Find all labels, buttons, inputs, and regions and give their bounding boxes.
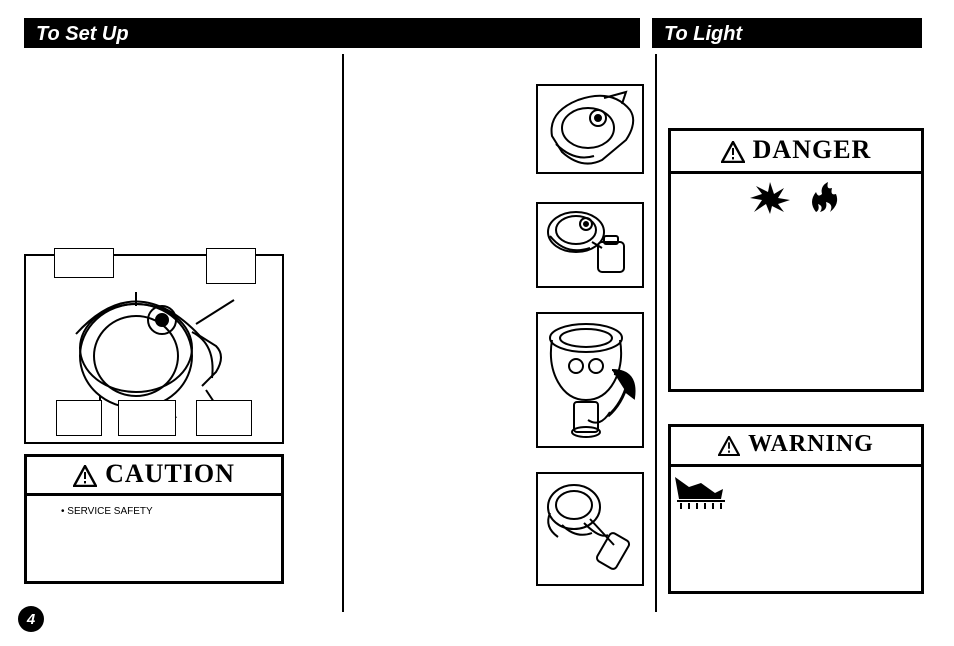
- warning-icons: [671, 467, 921, 515]
- caution-heading: CAUTION: [27, 457, 281, 496]
- step-illustration-2: [536, 202, 644, 288]
- warning-title: WARNING: [748, 431, 874, 457]
- caution-body: • SERVICE SAFETY: [27, 496, 281, 525]
- callout-box: [206, 248, 256, 284]
- danger-heading: DANGER: [671, 131, 921, 174]
- alert-triangle-icon: [721, 141, 745, 163]
- header-to-light: To Light: [652, 18, 922, 48]
- column-divider-2: [655, 54, 657, 612]
- callout-box: [56, 400, 102, 436]
- fire-icon: [806, 180, 842, 214]
- explosion-icon: [750, 180, 790, 214]
- manual-page: To Set Up To Light: [0, 0, 954, 646]
- warning-panel: WARNING: [668, 424, 924, 594]
- header-to-set-up: To Set Up: [24, 18, 640, 48]
- danger-title: DANGER: [753, 135, 872, 164]
- caution-bullet: SERVICE SAFETY: [67, 506, 152, 517]
- burn-hand-icon: [671, 473, 729, 511]
- lantern-diagram: [24, 254, 284, 444]
- callout-box: [54, 248, 114, 278]
- caution-title: CAUTION: [105, 459, 235, 488]
- warning-heading: WARNING: [671, 427, 921, 467]
- step-illustration-3: [536, 312, 644, 448]
- step-illustration-4: [536, 472, 644, 586]
- column-divider-1: [342, 54, 344, 612]
- danger-icons: [671, 174, 921, 223]
- step-illustration-1: [536, 84, 644, 174]
- caution-panel: CAUTION • SERVICE SAFETY: [24, 454, 284, 584]
- callout-box: [196, 400, 252, 436]
- columns: CAUTION • SERVICE SAFETY: [24, 54, 930, 614]
- alert-triangle-icon: [73, 465, 97, 487]
- danger-panel: DANGER: [668, 128, 924, 392]
- callout-box: [118, 400, 176, 436]
- alert-triangle-icon: [718, 436, 740, 456]
- header-row: To Set Up To Light: [24, 18, 930, 48]
- page-number: 4: [27, 611, 35, 628]
- page-number-badge: 4: [18, 606, 44, 632]
